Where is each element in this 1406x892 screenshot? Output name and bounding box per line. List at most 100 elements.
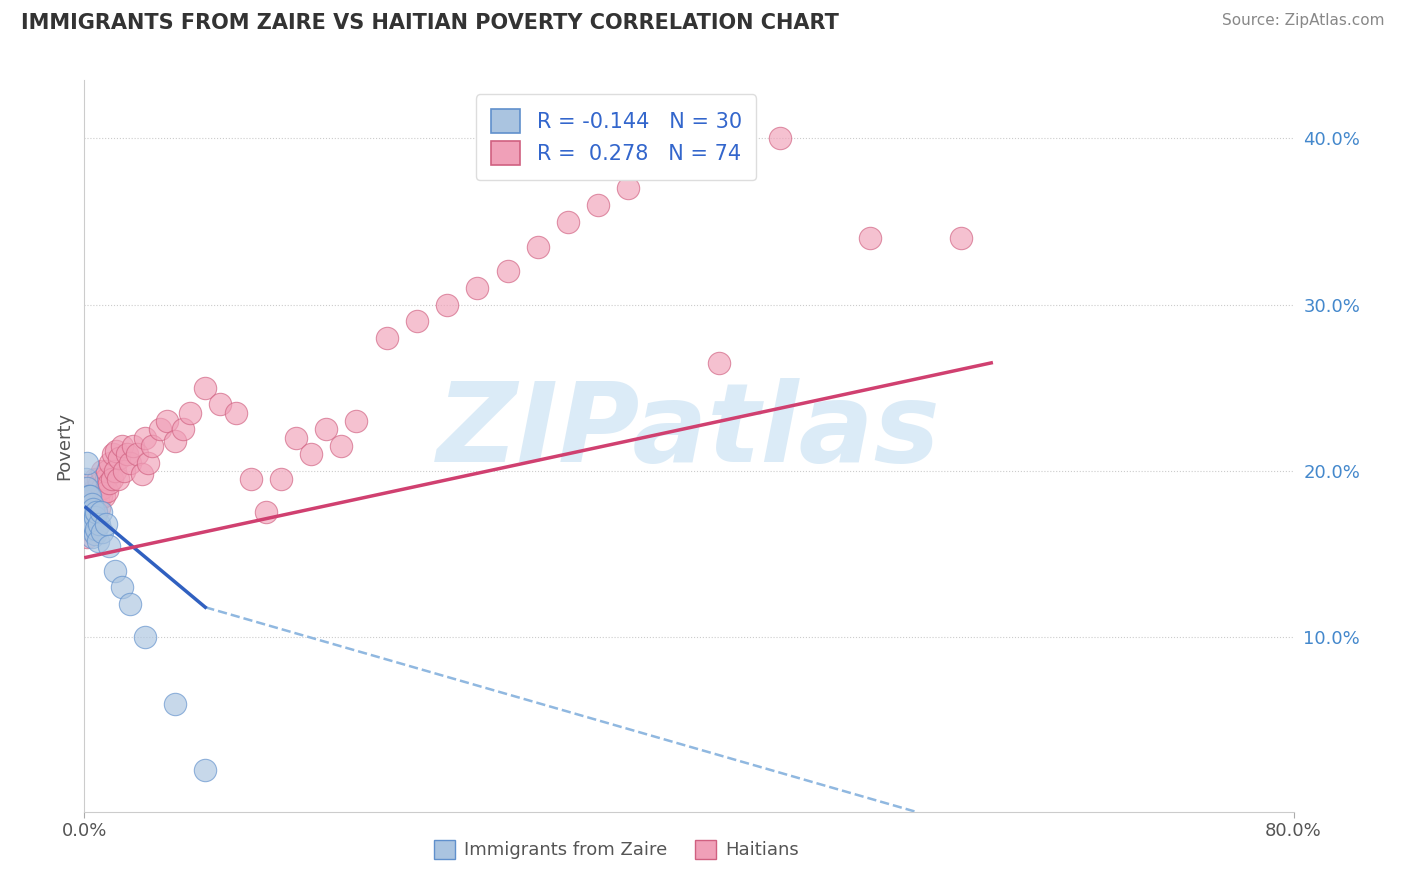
Point xyxy=(950,231,973,245)
Point xyxy=(254,506,277,520)
Point xyxy=(77,489,100,503)
Point xyxy=(93,489,115,503)
Point xyxy=(436,298,458,312)
Point xyxy=(80,493,103,508)
Legend: Immigrants from Zaire, Haitians: Immigrants from Zaire, Haitians xyxy=(425,831,808,869)
Point xyxy=(588,198,610,212)
Point xyxy=(330,439,353,453)
Point xyxy=(239,472,262,486)
Point xyxy=(104,464,127,478)
Point xyxy=(91,481,114,495)
Point xyxy=(165,697,187,711)
Point xyxy=(84,510,107,524)
Point xyxy=(100,472,122,486)
Point xyxy=(76,506,98,520)
Point xyxy=(82,502,104,516)
Point xyxy=(91,464,114,478)
Point xyxy=(80,530,103,544)
Y-axis label: Poverty: Poverty xyxy=(55,412,73,480)
Point xyxy=(87,472,110,486)
Point xyxy=(111,439,134,453)
Point xyxy=(77,489,100,503)
Point xyxy=(79,522,101,536)
Point xyxy=(94,517,117,532)
Point xyxy=(79,489,101,503)
Point xyxy=(172,422,194,436)
Point xyxy=(101,447,124,461)
Point xyxy=(86,506,108,520)
Point xyxy=(89,477,111,491)
Point xyxy=(299,447,322,461)
Point xyxy=(149,422,172,436)
Point xyxy=(709,356,731,370)
Point xyxy=(136,456,159,470)
Point xyxy=(76,481,98,495)
Point xyxy=(75,522,97,536)
Point xyxy=(165,434,187,448)
Point xyxy=(76,456,98,470)
Text: ZIPatlas: ZIPatlas xyxy=(437,378,941,485)
Point xyxy=(86,522,108,536)
Point xyxy=(79,522,101,536)
Point xyxy=(86,483,108,498)
Point xyxy=(769,131,792,145)
Point xyxy=(496,264,519,278)
Point xyxy=(406,314,429,328)
Point xyxy=(84,527,107,541)
Point xyxy=(285,431,308,445)
Point xyxy=(179,406,201,420)
Point xyxy=(82,517,104,532)
Point xyxy=(141,439,163,453)
Point xyxy=(91,525,114,540)
Point xyxy=(270,472,292,486)
Point xyxy=(134,630,156,644)
Point xyxy=(859,231,882,245)
Point xyxy=(134,431,156,445)
Point xyxy=(84,472,107,486)
Point xyxy=(108,450,131,465)
Point xyxy=(98,456,121,470)
Point xyxy=(90,489,112,503)
Point xyxy=(75,472,97,486)
Point xyxy=(87,493,110,508)
Point xyxy=(467,281,489,295)
Point xyxy=(76,530,98,544)
Point xyxy=(97,539,120,553)
Point xyxy=(97,475,120,490)
Point xyxy=(96,483,118,498)
Point xyxy=(118,456,141,470)
Point xyxy=(96,464,118,478)
Point xyxy=(79,500,101,515)
Point xyxy=(77,514,100,528)
Point xyxy=(89,500,111,515)
Point xyxy=(194,381,217,395)
Point xyxy=(115,447,138,461)
Point xyxy=(90,506,112,520)
Point xyxy=(111,580,134,594)
Point xyxy=(131,467,153,482)
Point xyxy=(527,239,550,253)
Point xyxy=(557,214,579,228)
Point xyxy=(80,514,103,528)
Point xyxy=(94,472,117,486)
Point xyxy=(127,447,149,461)
Point xyxy=(315,422,337,436)
Point xyxy=(118,597,141,611)
Point xyxy=(86,506,108,520)
Point xyxy=(82,506,104,520)
Point xyxy=(82,483,104,498)
Point xyxy=(194,763,217,777)
Point xyxy=(346,414,368,428)
Point xyxy=(107,472,129,486)
Point xyxy=(112,464,135,478)
Text: IMMIGRANTS FROM ZAIRE VS HAITIAN POVERTY CORRELATION CHART: IMMIGRANTS FROM ZAIRE VS HAITIAN POVERTY… xyxy=(21,13,839,33)
Point xyxy=(80,497,103,511)
Point xyxy=(225,406,247,420)
Point xyxy=(375,331,398,345)
Text: Source: ZipAtlas.com: Source: ZipAtlas.com xyxy=(1222,13,1385,29)
Point xyxy=(79,506,101,520)
Point xyxy=(80,510,103,524)
Point xyxy=(121,439,143,453)
Point xyxy=(87,533,110,548)
Point xyxy=(84,497,107,511)
